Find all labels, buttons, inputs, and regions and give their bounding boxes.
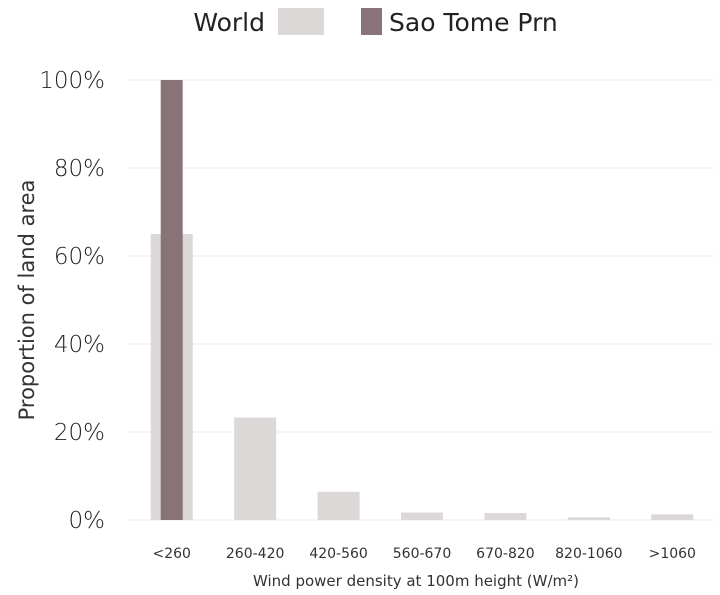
y-tick-label: 40% bbox=[54, 332, 105, 358]
y-tick-label: 80% bbox=[54, 156, 105, 182]
legend-swatch-sao-tome bbox=[361, 8, 382, 35]
x-tick-label: 820-1060 bbox=[555, 546, 622, 562]
bar-world bbox=[317, 491, 360, 520]
legend-label-world: World bbox=[193, 8, 265, 37]
bar-world bbox=[567, 517, 610, 520]
y-tick-label: 100% bbox=[39, 68, 105, 94]
bar-world bbox=[401, 512, 443, 520]
bar-world bbox=[651, 514, 694, 520]
x-axis-ticks: <260 260-420 420-560 560-670 670-820 820-1060… bbox=[152, 546, 695, 562]
legend-label-sao-tome: Sao Tome Prn bbox=[389, 8, 558, 37]
bar-world bbox=[234, 417, 277, 520]
legend: World Sao Tome Prn bbox=[193, 8, 558, 37]
x-tick-label: 260-420 bbox=[226, 546, 285, 562]
y-axis-title: Proportion of land area bbox=[15, 180, 39, 421]
y-tick-label: 20% bbox=[54, 420, 105, 446]
y-tick-label: 0% bbox=[69, 508, 106, 534]
x-axis-title: Wind power density at 100m height (W/m²) bbox=[253, 572, 579, 590]
bars bbox=[150, 80, 694, 520]
gridlines bbox=[130, 79, 714, 521]
x-tick-label: 670-820 bbox=[476, 546, 535, 562]
bar-world bbox=[484, 512, 527, 520]
x-tick-label: >1060 bbox=[649, 546, 696, 562]
x-tick-label: 420-560 bbox=[309, 546, 368, 562]
x-tick-label: <260 bbox=[152, 546, 190, 562]
legend-swatch-world bbox=[278, 8, 324, 35]
y-tick-label: 60% bbox=[54, 244, 105, 270]
y-axis-ticks: 0% 20% 40% 60% 80% 100% bbox=[39, 68, 105, 534]
bar-sao-tome bbox=[160, 80, 183, 520]
x-tick-label: 560-670 bbox=[393, 546, 452, 562]
